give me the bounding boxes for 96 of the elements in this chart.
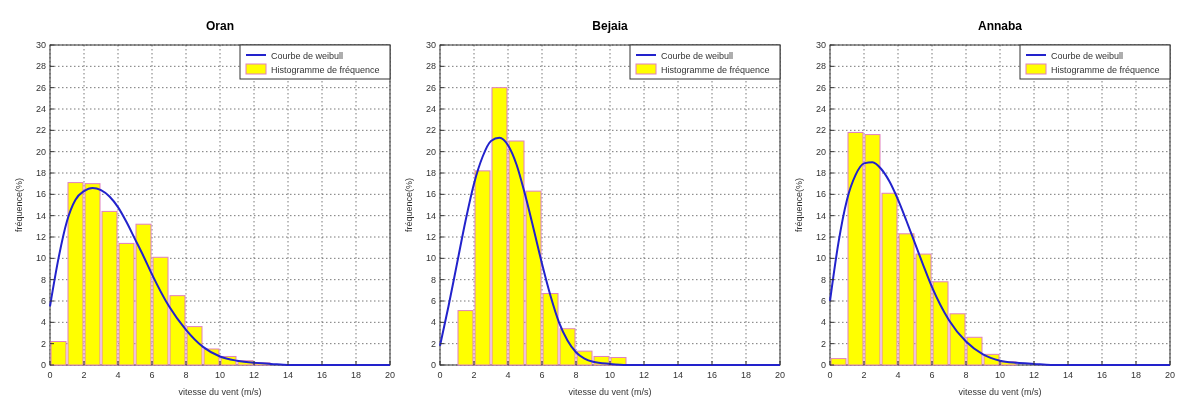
y-tick-label: 14 [815, 210, 826, 221]
x-axis-title: vitesse du vent (m/s) [178, 387, 262, 397]
x-tick-label: 4 [115, 370, 121, 380]
x-axis-title: vitesse du vent (m/s) [568, 387, 652, 397]
x-tick-label: 6 [539, 370, 545, 380]
x-tick-label: 0 [437, 370, 443, 380]
x-tick-label: 0 [827, 370, 833, 380]
y-tick-label: 24 [815, 104, 826, 114]
y-tick-label: 2 [40, 338, 46, 349]
legend-label: Histogramme de fréquence [661, 64, 770, 75]
x-tick-label: 10 [604, 370, 616, 380]
y-tick-label: 10 [35, 253, 46, 264]
y-axis-title: fréquence(%) [404, 177, 414, 233]
y-tick-label: 30 [815, 40, 826, 50]
x-tick-label: 14 [282, 370, 294, 380]
y-tick-label: 20 [35, 146, 46, 157]
y-axis-title: fréquence(%) [14, 177, 24, 233]
y-tick-label: 28 [815, 61, 826, 72]
y-tick-label: 12 [815, 232, 826, 242]
y-tick-label: 26 [425, 82, 436, 93]
y-tick-label: 16 [35, 189, 46, 200]
y-tick-label: 16 [815, 189, 826, 200]
y-tick-label: 6 [820, 296, 826, 306]
legend-label: Histogramme de fréquence [1051, 64, 1160, 75]
y-tick-label: 10 [815, 253, 826, 264]
y-tick-label: 10 [425, 253, 436, 264]
x-tick-label: 6 [929, 370, 935, 380]
x-tick-label: 20 [774, 370, 786, 380]
legend-label: Courbe de weibull [661, 50, 734, 61]
y-tick-label: 16 [425, 189, 436, 200]
x-tick-label: 18 [1130, 370, 1142, 380]
y-tick-label: 22 [425, 125, 436, 136]
y-tick-label: 12 [35, 232, 46, 242]
y-tick-label: 26 [35, 82, 46, 93]
y-tick-label: 8 [40, 274, 46, 285]
x-tick-label: 20 [384, 370, 396, 380]
x-tick-label: 2 [81, 370, 87, 380]
x-tick-label: 18 [350, 370, 362, 380]
x-tick-label: 20 [1164, 370, 1176, 380]
y-tick-label: 2 [820, 338, 826, 349]
y-tick-label: 8 [430, 274, 436, 285]
x-axis-title: vitesse du vent (m/s) [958, 387, 1042, 397]
y-tick-label: 14 [425, 210, 436, 221]
x-tick-label: 2 [861, 370, 867, 380]
y-tick-label: 26 [815, 82, 826, 93]
x-tick-label: 4 [505, 370, 511, 380]
y-tick-label: 8 [820, 274, 826, 285]
y-tick-label: 24 [425, 104, 436, 114]
y-tick-label: 30 [425, 40, 436, 50]
y-tick-label: 20 [425, 146, 436, 157]
x-tick-label: 10 [214, 370, 226, 380]
x-tick-label: 6 [149, 370, 155, 380]
y-tick-label: 28 [425, 61, 436, 72]
x-tick-label: 18 [740, 370, 752, 380]
y-tick-label: 18 [425, 168, 436, 178]
x-tick-label: 0 [47, 370, 53, 380]
y-tick-label: 30 [35, 40, 46, 50]
y-axis-title: fréquence(%) [794, 177, 804, 233]
y-tick-label: 4 [40, 317, 46, 328]
x-tick-label: 2 [471, 370, 477, 380]
y-tick-label: 6 [430, 296, 436, 306]
y-tick-label: 0 [820, 360, 826, 370]
x-tick-label: 12 [248, 370, 260, 380]
x-tick-label: 16 [316, 370, 328, 380]
y-tick-label: 22 [815, 125, 826, 136]
y-tick-label: 12 [425, 232, 436, 242]
y-tick-label: 28 [35, 61, 46, 72]
x-tick-label: 14 [672, 370, 684, 380]
x-tick-label: 16 [1096, 370, 1108, 380]
y-tick-label: 6 [40, 296, 46, 306]
x-tick-label: 16 [706, 370, 718, 380]
y-tick-label: 20 [815, 146, 826, 157]
legend-label: Courbe de weibull [1051, 50, 1124, 61]
x-tick-label: 8 [963, 370, 969, 380]
x-tick-label: 14 [1062, 370, 1074, 380]
x-tick-label: 12 [1028, 370, 1040, 380]
legend-label: Histogramme de fréquence [271, 64, 380, 75]
y-tick-label: 2 [430, 338, 436, 349]
legend-label: Courbe de weibull [271, 50, 344, 61]
x-tick-label: 8 [573, 370, 579, 380]
y-tick-label: 0 [430, 360, 436, 370]
x-tick-label: 8 [183, 370, 189, 380]
y-tick-label: 18 [35, 168, 46, 178]
x-tick-label: 10 [994, 370, 1006, 380]
y-tick-label: 0 [40, 360, 46, 370]
chart-title: Annaba [977, 19, 1023, 33]
y-tick-label: 18 [815, 168, 826, 178]
x-tick-label: 12 [638, 370, 650, 380]
y-tick-label: 4 [430, 317, 436, 328]
x-tick-label: 4 [895, 370, 901, 380]
y-tick-label: 24 [35, 104, 46, 114]
y-tick-label: 14 [35, 210, 46, 221]
y-tick-label: 22 [35, 125, 46, 136]
chart-title: Oran [205, 19, 235, 33]
y-tick-label: 4 [820, 317, 826, 328]
chart-title: Bejaia [592, 19, 628, 33]
